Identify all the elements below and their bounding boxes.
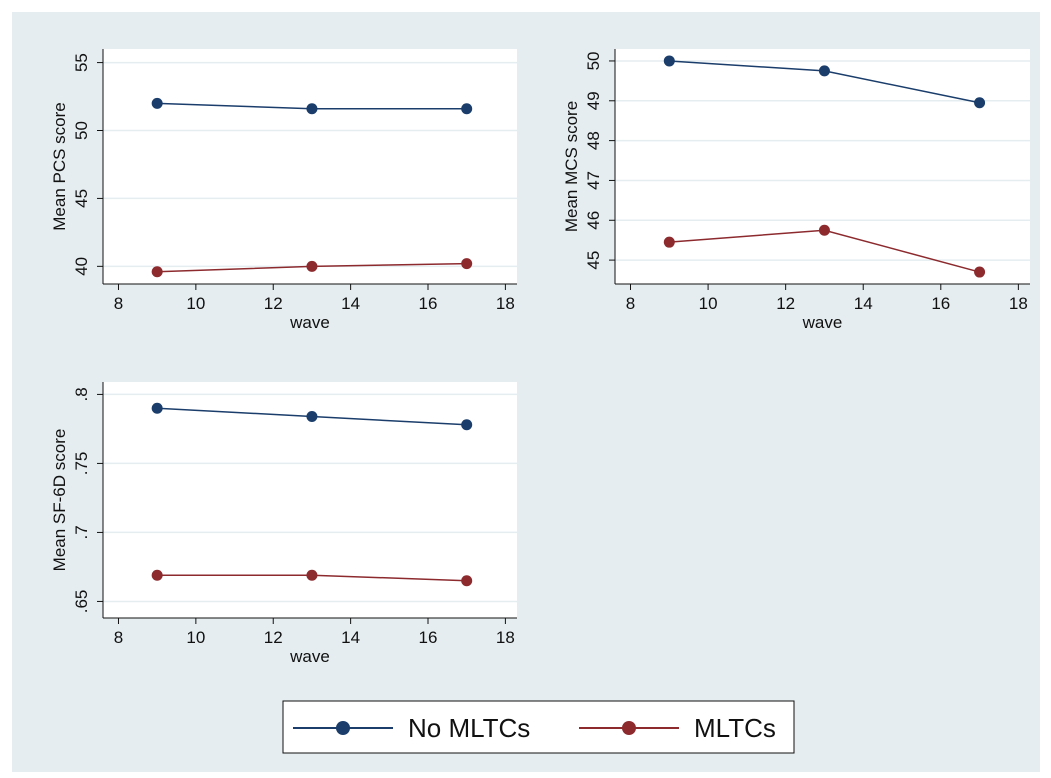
data-point [151,266,163,278]
data-point [306,569,318,581]
data-point [461,103,473,115]
y-axis-title: Mean PCS score [50,102,69,231]
y-tick-label: 55 [72,53,91,72]
x-tick-label: 14 [341,294,360,313]
y-tick-label: 48 [584,131,603,150]
x-tick-label: 12 [264,628,283,647]
y-tick-label: .65 [72,590,91,614]
legend-marker [336,721,350,735]
x-tick-label: 8 [114,628,123,647]
data-point [818,65,830,77]
x-axis-title: wave [289,647,330,666]
y-tick-label: .8 [72,387,91,401]
data-point [461,419,473,431]
y-tick-label: 40 [72,257,91,276]
plot-area [103,49,517,284]
data-point [974,97,986,109]
x-tick-label: 16 [419,628,438,647]
x-tick-label: 14 [854,294,873,313]
plot-area [615,49,1030,284]
data-point [663,55,675,67]
data-point [306,103,318,115]
y-tick-label: 50 [72,121,91,140]
x-tick-label: 12 [776,294,795,313]
x-tick-label: 18 [1009,294,1028,313]
y-axis-title: Mean SF-6D score [50,429,69,572]
legend-marker [622,721,636,735]
x-axis-title: wave [289,313,330,332]
data-point [461,575,473,587]
data-point [461,258,473,270]
y-tick-label: 50 [584,51,603,70]
legend-label: No MLTCs [408,713,530,743]
x-tick-label: 12 [264,294,283,313]
legend-label: MLTCs [694,713,776,743]
x-tick-label: 16 [419,294,438,313]
y-tick-label: 47 [584,171,603,190]
data-point [151,569,163,581]
x-tick-label: 8 [626,294,635,313]
y-axis-title: Mean MCS score [562,101,581,232]
y-tick-label: .75 [72,452,91,476]
y-tick-label: 45 [72,189,91,208]
x-tick-label: 18 [496,294,515,313]
data-point [818,224,830,236]
x-axis-title: wave [802,313,843,332]
x-tick-label: 10 [186,628,205,647]
data-point [306,411,318,423]
data-point [663,236,675,248]
x-tick-label: 16 [931,294,950,313]
data-point [151,402,163,414]
y-tick-label: 49 [584,91,603,110]
x-tick-label: 8 [114,294,123,313]
x-tick-label: 10 [699,294,718,313]
data-point [974,266,986,278]
x-tick-label: 10 [186,294,205,313]
x-tick-label: 14 [341,628,360,647]
data-point [151,97,163,109]
y-tick-label: 45 [584,251,603,270]
y-tick-label: .7 [72,525,91,539]
y-tick-label: 46 [584,211,603,230]
data-point [306,260,318,272]
x-tick-label: 18 [496,628,515,647]
